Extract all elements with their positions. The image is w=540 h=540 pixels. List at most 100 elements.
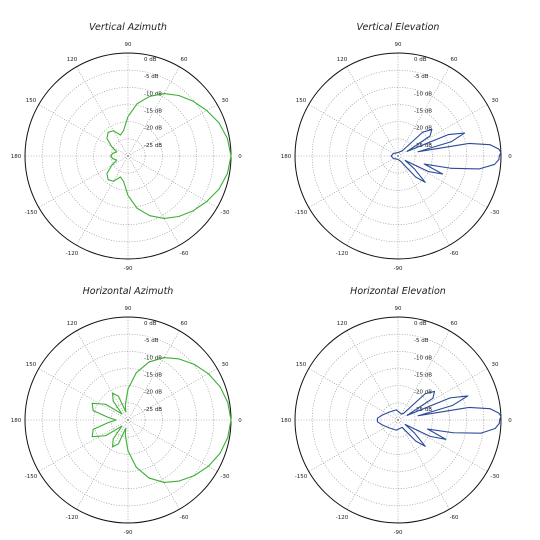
ring-label: -10 dB (144, 91, 162, 97)
pattern-point (451, 167, 453, 169)
angle-label: 120 (67, 57, 78, 63)
pattern-point (193, 475, 195, 477)
pattern-point (499, 419, 501, 421)
pattern-point (397, 152, 399, 154)
outer-ring (294, 52, 502, 260)
ring-label: -5 dB (144, 338, 159, 344)
pattern-point (400, 413, 402, 415)
pattern-point (431, 129, 433, 131)
grid-spoke (127, 155, 218, 208)
pattern-point (424, 181, 426, 183)
angle-label: 60 (181, 57, 188, 63)
pattern-point (116, 159, 118, 161)
outer-ring (294, 316, 502, 524)
angle-label: -150 (295, 474, 308, 480)
pattern-point (135, 372, 137, 374)
ring-label: -25 dB (144, 407, 162, 413)
grid-spoke (308, 104, 399, 157)
pattern-point (450, 141, 452, 143)
pattern-point (464, 132, 466, 134)
grid-spoke (127, 419, 218, 472)
pattern-point (227, 401, 229, 403)
grid-spoke (76, 155, 129, 246)
pattern-point (149, 95, 151, 97)
ring-label: -20 dB (144, 390, 162, 396)
angle-label: -60 (180, 251, 189, 257)
pattern-point (92, 428, 94, 430)
ring-label: -15 dB (144, 373, 162, 379)
pattern-point (178, 480, 180, 482)
pattern-point (498, 423, 500, 425)
pattern-point (423, 163, 425, 165)
pattern-point (428, 171, 430, 173)
ring-label: -5 dB (144, 74, 159, 80)
angle-label: -120 (336, 515, 349, 521)
pattern-point (163, 481, 165, 483)
pattern-point (149, 215, 151, 217)
angle-label: -60 (180, 515, 189, 521)
pattern-point (91, 402, 93, 404)
grid-spoke (76, 66, 129, 157)
angle-label: 30 (221, 362, 228, 368)
pattern-point (393, 152, 395, 154)
grid-spoke (397, 155, 488, 208)
pattern-point (395, 429, 397, 431)
pattern-point (206, 110, 208, 112)
pattern-point (107, 131, 109, 133)
pattern-point (403, 412, 405, 414)
ring-label: 0 dB (414, 321, 427, 327)
grid-ring (110, 402, 146, 438)
ring-label: 0 dB (144, 321, 157, 327)
ring-label: -5 dB (414, 74, 429, 80)
pattern-point (178, 215, 180, 217)
pattern-point (429, 435, 431, 437)
angle-label: 180 (11, 418, 22, 424)
pattern-point (376, 419, 378, 421)
pattern-point (452, 432, 454, 434)
pattern-point (429, 135, 431, 137)
pattern-point (226, 173, 228, 175)
ring-label: -10 dB (144, 355, 162, 361)
angle-label: -30 (221, 210, 230, 216)
angle-label: -90 (394, 530, 403, 536)
pattern-point (112, 446, 114, 448)
ring-label: -20 dB (414, 390, 432, 396)
ring-label: -15 dB (414, 109, 432, 115)
pattern-point (401, 426, 403, 428)
grid-spoke (397, 330, 450, 421)
chart-title-horizontal-elevation: Horizontal Elevation (350, 286, 446, 297)
pattern-point (452, 404, 454, 406)
grid-spoke (127, 368, 218, 421)
pattern-point (112, 392, 114, 394)
pattern-point (127, 194, 129, 196)
pattern-point (390, 155, 392, 157)
angle-label: 90 (395, 42, 402, 48)
pattern-point (127, 116, 129, 118)
grid-spoke (397, 419, 450, 510)
angle-label: 0 (238, 418, 242, 424)
pattern-point (219, 386, 221, 388)
angle-label: 60 (451, 321, 458, 327)
pattern-point (192, 100, 194, 102)
grid-ring (59, 351, 197, 489)
grid-spoke (346, 155, 399, 246)
pattern-point (135, 466, 137, 468)
angle-label: 0 (508, 418, 512, 424)
angle-label: -60 (450, 251, 459, 257)
pattern-point (395, 409, 397, 411)
pattern-point (498, 412, 500, 414)
pattern-point (445, 438, 447, 440)
angle-label: -90 (394, 266, 403, 272)
pattern-point (192, 210, 194, 212)
angle-label: -90 (124, 530, 133, 536)
pattern-point (136, 103, 138, 105)
grid-spoke (397, 66, 450, 157)
pattern-point (178, 95, 180, 97)
grid-spoke (397, 104, 488, 157)
pattern-point (111, 164, 113, 166)
grid-spoke (38, 419, 129, 472)
grid-ring (110, 138, 146, 174)
angle-label: -60 (450, 515, 459, 521)
pattern-point (415, 440, 417, 442)
pattern-point (406, 150, 408, 152)
